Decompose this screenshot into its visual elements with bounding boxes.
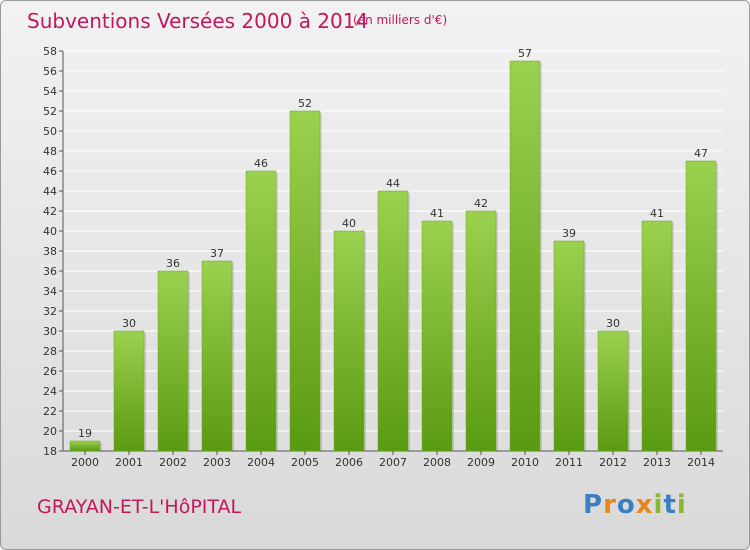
x-tick-label: 2010 <box>511 456 539 469</box>
y-tick-label: 58 <box>43 45 57 58</box>
y-tick-label: 22 <box>43 405 57 418</box>
proxiti-logo: Proxiti <box>583 490 687 520</box>
bar <box>245 170 277 452</box>
x-tick-label: 2007 <box>379 456 407 469</box>
bar <box>597 330 629 452</box>
y-tick-label: 40 <box>43 225 57 238</box>
logo-letter: o <box>616 490 636 520</box>
x-tick-label: 2006 <box>335 456 363 469</box>
y-tick-label: 20 <box>43 425 57 438</box>
y-tick-label: 48 <box>43 145 57 158</box>
y-tick-label: 38 <box>43 245 57 258</box>
data-label: 57 <box>518 47 532 60</box>
bar <box>69 440 101 452</box>
x-tick-label: 2008 <box>423 456 451 469</box>
x-tick-label: 2011 <box>555 456 583 469</box>
x-tick-label: 2000 <box>71 456 99 469</box>
data-label: 30 <box>606 317 620 330</box>
y-tick-label: 34 <box>43 285 57 298</box>
logo-letter: i <box>676 490 687 520</box>
bar <box>553 240 585 452</box>
y-tick-label: 50 <box>43 125 57 138</box>
logo-letter: i <box>653 490 664 520</box>
chart-title: Subventions Versées 2000 à 2014 <box>27 9 369 33</box>
bar <box>641 220 673 452</box>
y-tick-label: 52 <box>43 105 57 118</box>
data-label: 30 <box>122 317 136 330</box>
y-tick-label: 24 <box>43 385 57 398</box>
data-label: 47 <box>694 147 708 160</box>
data-label: 44 <box>386 177 400 190</box>
data-label: 39 <box>562 227 576 240</box>
x-tick-label: 2012 <box>599 456 627 469</box>
x-tick-label: 2002 <box>159 456 187 469</box>
data-label: 41 <box>650 207 664 220</box>
bar <box>333 230 365 452</box>
logo-letter: t <box>663 490 677 520</box>
x-tick-label: 2004 <box>247 456 275 469</box>
chart-subtitle: (en milliers d'€) <box>353 13 448 27</box>
y-tick-label: 56 <box>43 65 57 78</box>
bar <box>685 160 717 452</box>
x-tick-label: 2005 <box>291 456 319 469</box>
bar <box>157 270 189 452</box>
data-label: 37 <box>210 247 224 260</box>
data-label: 19 <box>78 427 92 440</box>
x-tick-label: 2003 <box>203 456 231 469</box>
logo-letter: x <box>635 490 654 520</box>
y-tick-label: 44 <box>43 185 57 198</box>
logo-letter: P <box>583 490 604 520</box>
bar <box>421 220 453 452</box>
bar <box>377 190 409 452</box>
bar <box>289 110 321 452</box>
bar <box>465 210 497 452</box>
commune-name: GRAYAN-ET-L'HôPITAL <box>37 496 242 518</box>
x-tick-label: 2009 <box>467 456 495 469</box>
x-tick-label: 2013 <box>643 456 671 469</box>
data-label: 41 <box>430 207 444 220</box>
y-tick-label: 46 <box>43 165 57 178</box>
y-tick-label: 30 <box>43 325 57 338</box>
data-label: 36 <box>166 257 180 270</box>
y-tick-label: 54 <box>43 85 57 98</box>
data-label: 52 <box>298 97 312 110</box>
y-tick-label: 18 <box>43 445 57 458</box>
data-label: 40 <box>342 217 356 230</box>
x-tick-label: 2014 <box>687 456 715 469</box>
y-tick-label: 28 <box>43 345 57 358</box>
logo-letter: r <box>603 490 617 520</box>
y-tick-label: 26 <box>43 365 57 378</box>
data-label: 42 <box>474 197 488 210</box>
bar <box>509 60 541 452</box>
y-tick-label: 36 <box>43 265 57 278</box>
bar <box>201 260 233 452</box>
data-label: 46 <box>254 157 268 170</box>
x-tick-label: 2001 <box>115 456 143 469</box>
y-tick-label: 32 <box>43 305 57 318</box>
y-tick-label: 42 <box>43 205 57 218</box>
bar <box>113 330 145 452</box>
